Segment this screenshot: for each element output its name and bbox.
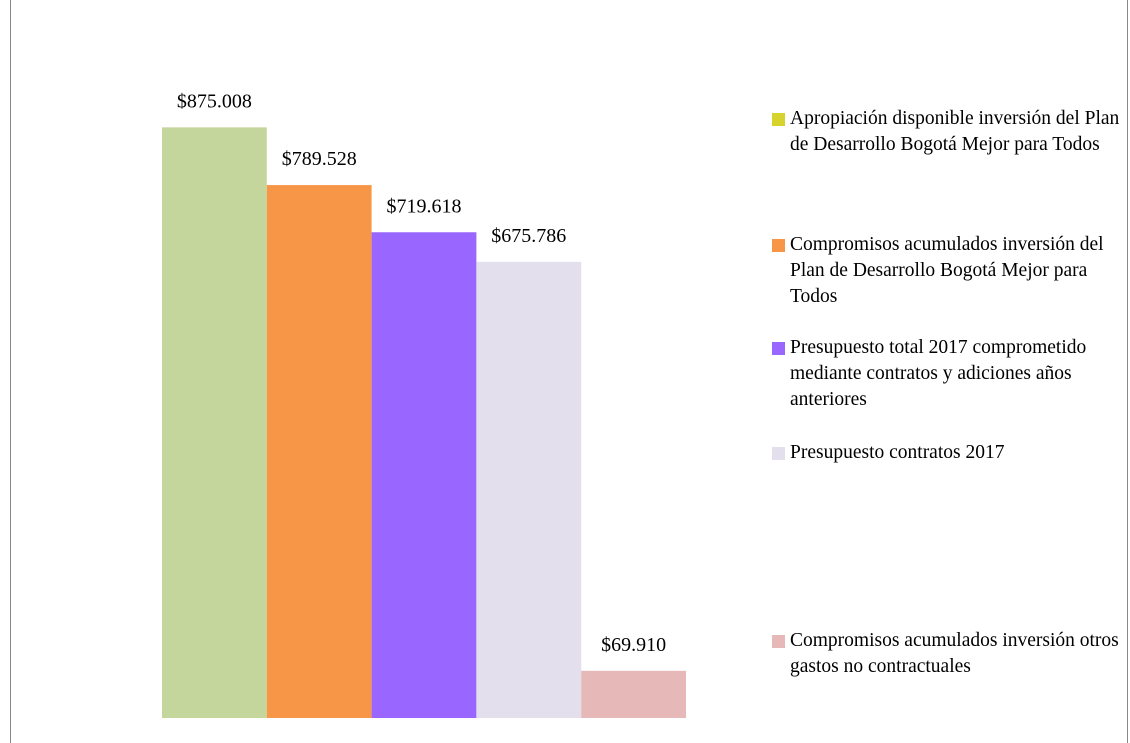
legend-label: Compromisos acumulados inversión del Pla… [790,234,1104,307]
data-label: $719.618 [387,195,462,217]
bar [162,127,267,718]
legend-marker [772,635,785,648]
data-label: $875.008 [177,90,252,112]
legend-label: Presupuesto contratos 2017 [790,442,1005,463]
bar [476,261,582,718]
data-label: $789.528 [282,148,357,170]
legend-label: Presupuesto total 2017 comprometido medi… [790,337,1087,410]
bar [371,232,477,718]
legend-marker [772,447,785,460]
legend-marker [772,239,785,252]
legend-label: Apropiación disponible inversión del Pla… [790,108,1120,155]
legend-marker [772,113,785,126]
bar [266,185,372,718]
data-label: $69.910 [601,634,666,656]
data-label: $675.786 [491,225,566,247]
chart-frame [10,0,1128,743]
bar [581,670,686,718]
legend-marker [772,342,785,355]
legend-label: Compromisos acumulados inversión otros g… [790,630,1119,677]
